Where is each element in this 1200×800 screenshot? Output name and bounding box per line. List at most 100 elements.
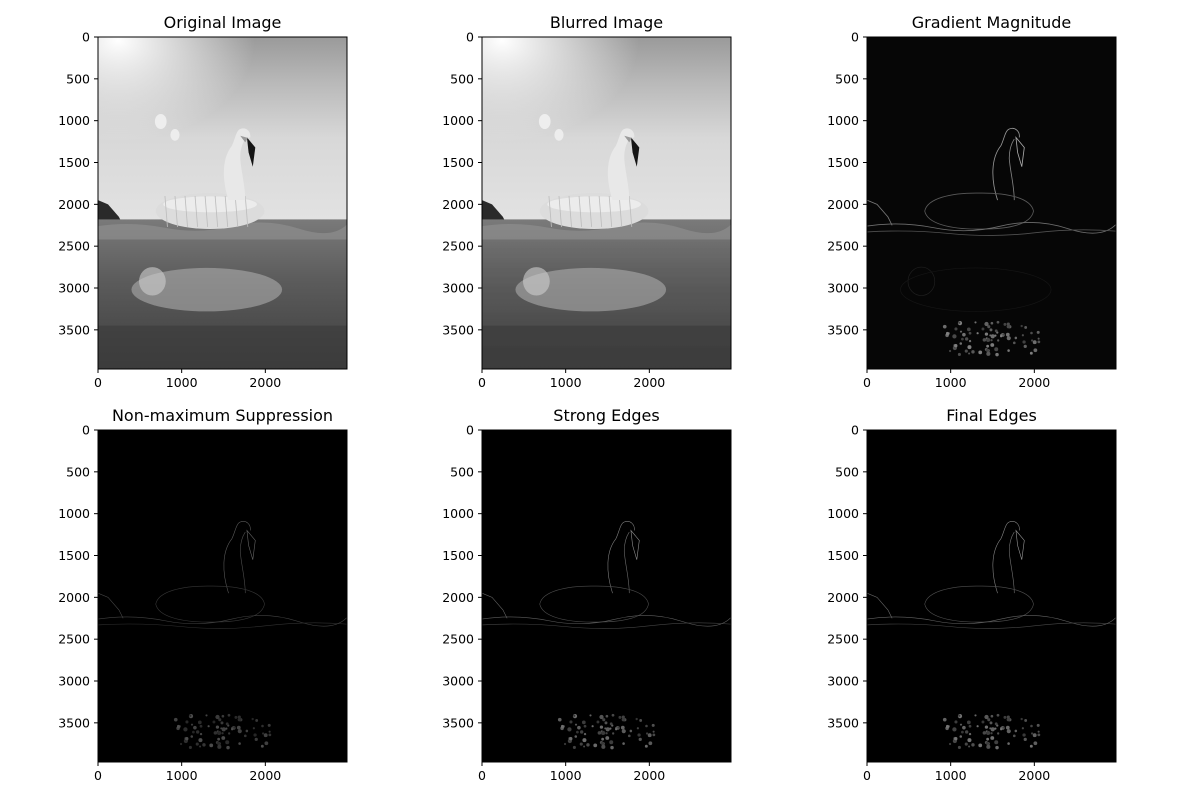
seabed-speckle [1020, 717, 1023, 721]
seabed-speckle [959, 735, 963, 738]
seabed-speckle [611, 713, 615, 717]
seabed-speckle [261, 732, 265, 735]
y-tick-label: 3000 [827, 281, 859, 296]
seabed-speckle [629, 729, 633, 733]
y-tick-label: 2000 [442, 590, 474, 605]
seabed-speckle [202, 743, 206, 747]
seabed-speckle [621, 717, 626, 722]
seabed-speckle [574, 723, 578, 726]
seabed-speckle [958, 321, 961, 324]
seabed-speckle [994, 347, 999, 352]
flamingo-neck [223, 128, 251, 201]
x-tick-label: 0 [94, 375, 102, 390]
seabed-speckle [209, 743, 214, 748]
seabed-speckle [946, 331, 949, 335]
waterline-edge [98, 615, 347, 627]
seabed-speckle [216, 741, 220, 745]
neck-edge [992, 521, 1020, 594]
seabed-speckle [1021, 727, 1024, 730]
float-edge [924, 585, 1034, 623]
seabed-speckle [215, 725, 220, 729]
seabed-speckle [990, 321, 994, 325]
seabed-speckle [989, 721, 993, 725]
seabed-speckle [1002, 333, 1005, 336]
seabed-speckle [987, 325, 991, 329]
seabed-speckle [622, 742, 625, 745]
waterline-edge [867, 229, 1116, 236]
panel-title: Blurred Image [550, 13, 663, 32]
seabed-speckle [946, 724, 949, 728]
seabed-speckle [573, 714, 576, 717]
seabed-speckle [1029, 351, 1033, 355]
seabed-speckle [648, 741, 653, 746]
y-tick-label: 3500 [442, 715, 474, 730]
seabed-speckle [952, 334, 957, 339]
seabed-speckle [627, 734, 631, 738]
seabed-speckle [563, 742, 567, 746]
seabed-speckle [982, 338, 987, 342]
seabed-speckle [971, 743, 975, 747]
seabed-speckle [995, 352, 999, 357]
seabed-speckle [966, 720, 971, 725]
seabed-speckle [221, 727, 226, 732]
seabed-speckle [217, 744, 222, 749]
seabed-speckle [264, 741, 269, 746]
seabed-speckle [220, 721, 224, 725]
seabed-speckle [583, 732, 587, 736]
seabed-speckle [1037, 733, 1041, 737]
seabed [98, 325, 347, 369]
y-tick-label: 1500 [442, 155, 474, 170]
y-tick-label: 2500 [827, 632, 859, 647]
seabed-speckle [990, 727, 995, 732]
float-ring-rib [588, 195, 593, 227]
seabed-speckle [234, 715, 238, 719]
float-ring-rib [598, 195, 603, 227]
seabed-speckle [237, 717, 242, 722]
seabed-speckle [561, 724, 564, 728]
float-ring-rib [204, 195, 209, 227]
seabed-speckle [231, 728, 234, 731]
neck-edge [223, 521, 251, 594]
seabed-speckle [609, 740, 614, 745]
neck-edge [1008, 138, 1015, 201]
sun-glare [98, 37, 347, 222]
y-tick-label: 3000 [442, 674, 474, 689]
seabed-speckle [990, 343, 995, 347]
seabed-speckle [577, 725, 581, 730]
sun-glare [482, 37, 731, 222]
panel-title: Non-maximum Suppression [112, 406, 333, 425]
float-ring-rib [568, 195, 572, 227]
x-tick-label: 2000 [633, 768, 665, 783]
seabed-speckle [177, 724, 180, 728]
waterline-edge [867, 615, 1116, 627]
seabed-speckle [621, 729, 626, 734]
float-edge [155, 585, 265, 623]
beak-edge [246, 529, 256, 560]
y-tick-label: 2500 [442, 632, 474, 647]
seabed-speckle [604, 721, 608, 725]
seabed-speckle [958, 714, 961, 717]
seabed-speckle [251, 717, 254, 721]
seabed-speckle [199, 745, 202, 748]
seabed-speckle [968, 724, 972, 728]
seabed-speckle [1002, 726, 1005, 729]
y-tick-label: 0 [851, 30, 859, 45]
seabed-speckle [601, 737, 605, 741]
seabed-speckle [620, 725, 625, 730]
float-ring-rib [608, 195, 613, 227]
seabed-speckle [221, 732, 224, 735]
seabed-speckle [995, 745, 999, 750]
axes-frame [481, 429, 732, 763]
chart-panel-3: Gradient Magnitude 0 1000 2000 0 500 1000 1500 2… [827, 13, 1117, 390]
y-tick-label: 1000 [827, 113, 859, 128]
underwater-reflection [515, 267, 667, 312]
seabed-speckle [605, 714, 609, 718]
panel-title: Strong Edges [553, 406, 659, 425]
seabed-speckle [1014, 729, 1018, 733]
waterline [98, 222, 347, 240]
panel-title: Original Image [164, 13, 282, 32]
chart-panel-1: Original Image 0 1000 2000 0 500 1000 1500 2000 2… [58, 13, 348, 390]
flamingo-neck [607, 128, 635, 201]
x-tick-label: 2000 [1018, 768, 1050, 783]
seabed-speckle [1037, 730, 1040, 733]
